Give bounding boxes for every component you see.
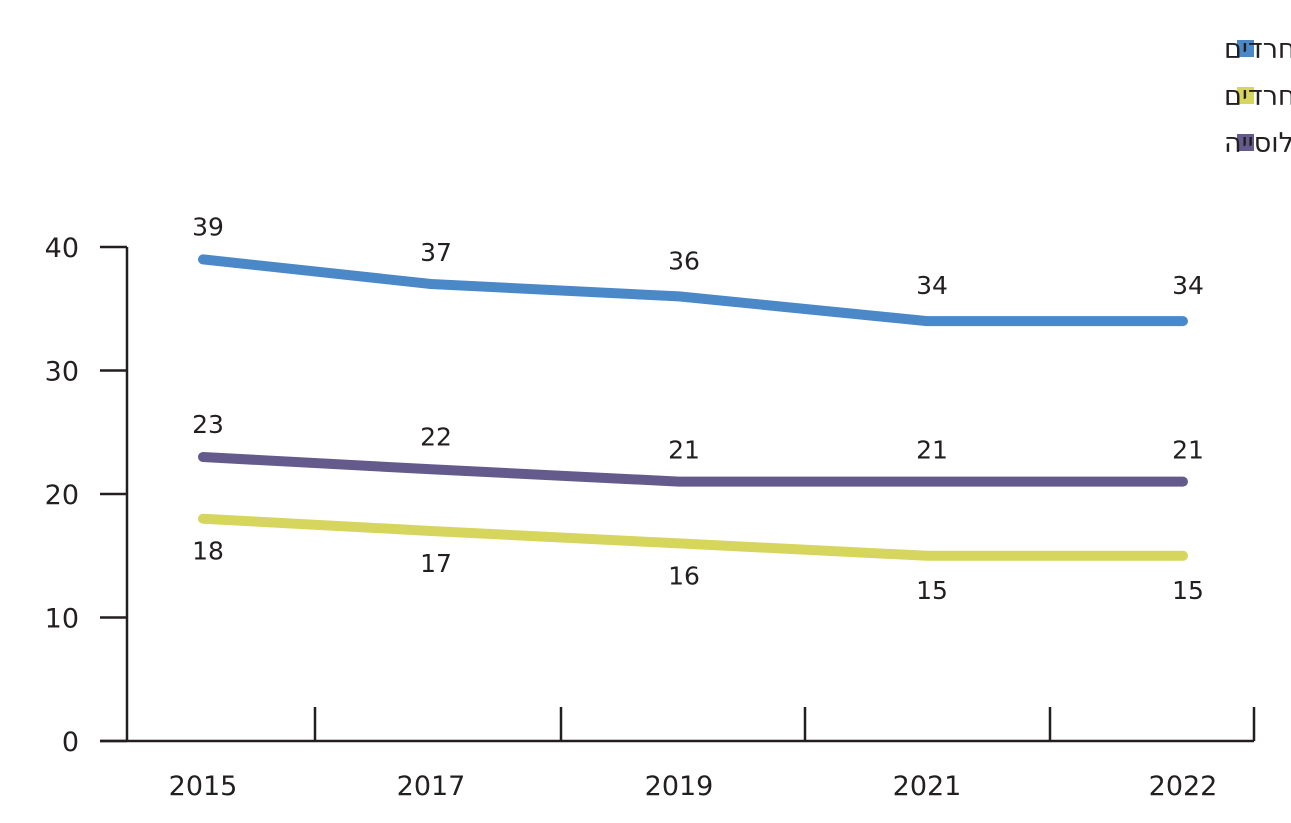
axes: 0 10 20 30 40 2015 2017 2019 2021 2022 — [45, 233, 1256, 802]
legend: חרדים יהודים לא־חרדים כלל האוכלוסייה — [1224, 34, 1291, 159]
data-label: 21 — [916, 436, 948, 465]
legend-swatch — [1237, 87, 1254, 104]
legend-swatch — [1237, 40, 1254, 57]
legend-swatch — [1237, 134, 1254, 151]
y-tick-label: 40 — [45, 233, 79, 264]
data-label: 22 — [420, 422, 452, 451]
series-line-1 — [198, 513, 1188, 561]
data-label: 36 — [668, 246, 700, 275]
series-line-0 — [198, 254, 1188, 327]
y-tick-label: 20 — [45, 480, 79, 511]
data-label: 15 — [916, 576, 948, 605]
x-tick-label: 2022 — [1149, 771, 1218, 802]
legend-label: כלל האוכלוסייה — [1224, 128, 1291, 159]
series-line-2 — [198, 452, 1188, 487]
y-tick-label: 30 — [45, 357, 79, 388]
data-label: 37 — [420, 238, 452, 267]
data-label: 18 — [192, 537, 224, 566]
data-label: 15 — [1172, 576, 1204, 605]
data-label: 21 — [668, 436, 700, 465]
x-tick-label: 2017 — [397, 771, 466, 802]
data-label: 34 — [1172, 271, 1204, 300]
data-label: 23 — [192, 410, 224, 439]
data-label: 39 — [192, 212, 224, 241]
x-tick-label: 2015 — [169, 771, 238, 802]
data-label: 16 — [668, 561, 700, 590]
data-label: 21 — [1172, 436, 1204, 465]
x-tick-label: 2021 — [893, 771, 962, 802]
legend-label: חרדים — [1224, 34, 1291, 65]
legend-label: יהודים לא־חרדים — [1224, 81, 1291, 112]
data-label: 34 — [916, 271, 948, 300]
x-tick-label: 2019 — [645, 771, 714, 802]
data-labels: 39 37 36 34 34 18 17 16 15 15 23 22 21 21 21 — [192, 212, 1204, 604]
y-tick-label: 0 — [62, 727, 79, 758]
data-label: 17 — [420, 549, 452, 578]
series-lines — [198, 254, 1188, 561]
y-tick-label: 10 — [45, 604, 79, 635]
